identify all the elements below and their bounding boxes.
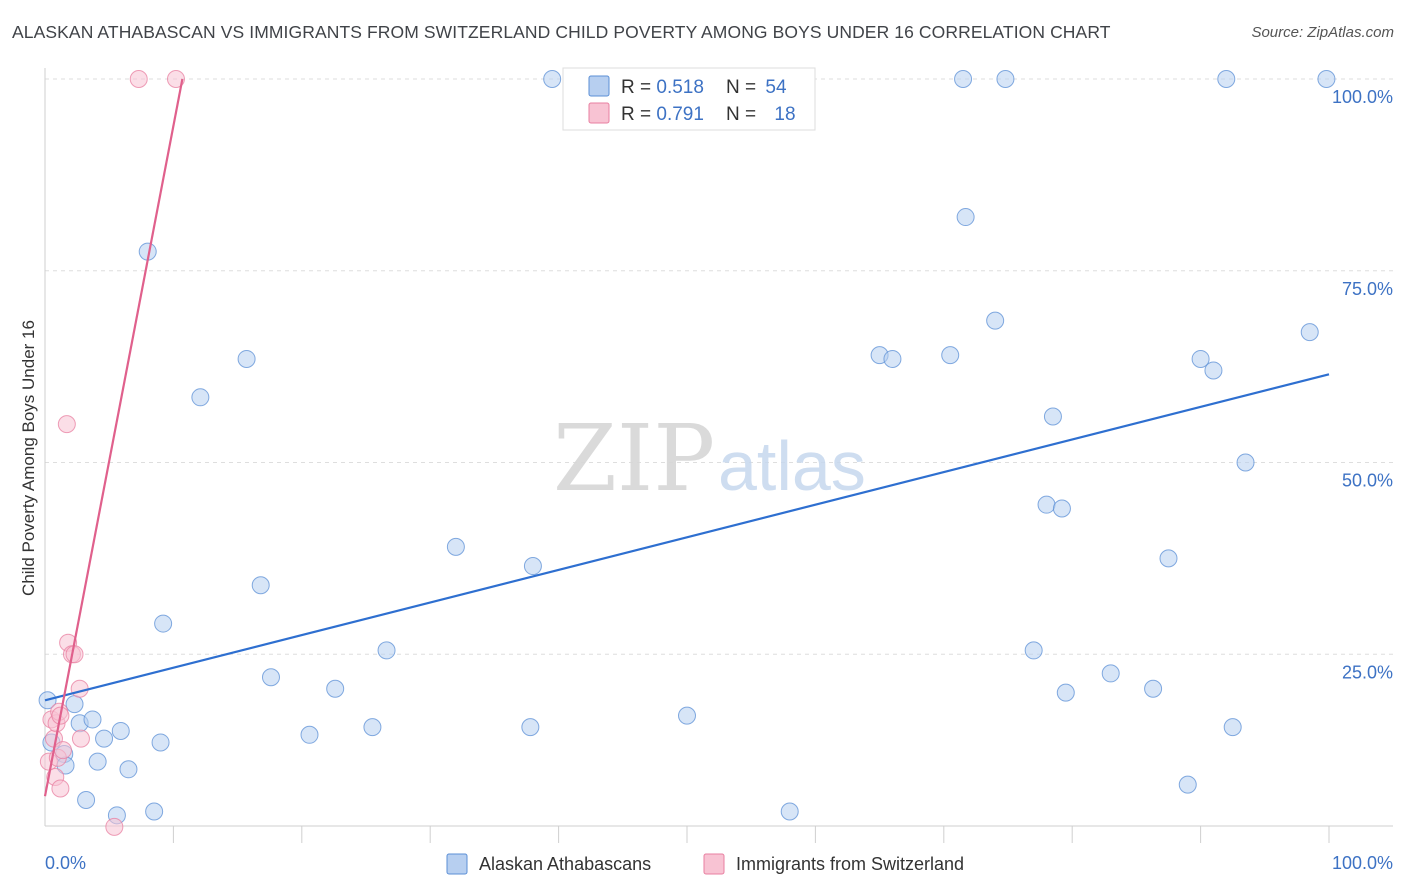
athabascan-point-8 <box>88 752 107 771</box>
athabascan-point-42 <box>1056 683 1075 702</box>
switzerland-point-14 <box>70 679 89 698</box>
y-tick-labels: 25.0% 50.0% 75.0% 100.0% <box>1332 87 1393 682</box>
athabascan-point-12 <box>119 760 138 779</box>
x-tick-marks <box>172 826 1330 843</box>
stats-n-value-switzerland: 18 <box>774 104 795 125</box>
athabascan-point-24 <box>377 641 396 660</box>
athabascan-point-20 <box>261 668 280 687</box>
athabascan-point-32 <box>883 349 902 368</box>
series-points <box>38 70 1336 836</box>
legend-swatch-athabascan <box>446 853 468 875</box>
y-tick-label-100: 100.0% <box>1332 87 1393 107</box>
gridlines <box>45 78 1393 655</box>
switzerland-point-9 <box>51 779 70 798</box>
athabascan-point-37 <box>996 70 1015 88</box>
athabascan-point-25 <box>446 537 465 556</box>
athabascan-point-48 <box>1204 361 1223 380</box>
athabascan-point-41 <box>1052 499 1071 518</box>
athabascan-point-47 <box>1191 349 1210 368</box>
athabascan-point-29 <box>678 706 696 725</box>
athabascan-point-35 <box>956 208 975 227</box>
stats-legend-swatch-switzerland <box>588 102 610 124</box>
stats-legend-row-athabascan: R = 0.518 <box>621 77 704 98</box>
stats-legend-row-switzerland: R = 0.791 <box>621 104 704 125</box>
stats-r-label-athabascan: R = <box>621 77 656 98</box>
athabascan-point-49 <box>1217 70 1236 88</box>
switzerland-point-8 <box>53 741 72 760</box>
switzerland-point-18 <box>166 70 185 88</box>
athabascan-point-39 <box>1037 495 1056 514</box>
athabascan-point-11 <box>111 721 130 740</box>
stats-r-label-switzerland: R = <box>621 104 656 125</box>
athabascan-point-26 <box>521 718 540 737</box>
stats-r-value-athabascan: 0.518 <box>656 77 704 98</box>
athabascan-point-28 <box>543 70 562 88</box>
athabascan-point-14 <box>145 802 164 821</box>
x-tick-label-max: 100.0% <box>1332 853 1393 873</box>
athabascan-point-22 <box>326 679 345 698</box>
stats-n-label-athabascan: N = <box>726 77 761 98</box>
athabascan-point-19 <box>251 576 270 595</box>
athabascan-point-34 <box>954 70 973 88</box>
athabascan-point-43 <box>1101 664 1120 683</box>
stats-r-value-switzerland: 0.791 <box>656 104 704 125</box>
watermark-zip: ZIP <box>553 405 715 512</box>
switzerland-point-13 <box>65 645 84 664</box>
trendline-switzerland <box>43 78 184 797</box>
athabascan-point-44 <box>1144 679 1163 698</box>
stats-n-label-switzerland: N = <box>726 104 761 125</box>
trendline-athabascan <box>44 373 1330 702</box>
athabascan-point-36 <box>986 311 1005 330</box>
athabascan-point-46 <box>1178 775 1197 794</box>
athabascan-point-27 <box>523 557 542 576</box>
athabascan-point-30 <box>780 802 799 821</box>
athabascan-point-4 <box>65 695 84 714</box>
switzerland-point-16 <box>105 817 124 836</box>
athabascan-point-52 <box>1300 323 1319 342</box>
legend-swatch-switzerland <box>703 853 725 875</box>
athabascan-point-51 <box>1236 453 1255 472</box>
stats-legend-swatch-athabascan <box>588 75 610 97</box>
athabascan-point-53 <box>1317 70 1336 88</box>
switzerland-point-17 <box>129 70 148 88</box>
series-legend: Alaskan Athabascans Immigrants from Swit… <box>446 853 964 875</box>
y-tick-label-75: 75.0% <box>1342 279 1393 299</box>
athabascan-point-50 <box>1223 718 1242 737</box>
athabascan-point-6 <box>77 790 96 809</box>
athabascan-point-18 <box>237 349 256 368</box>
athabascan-point-45 <box>1159 549 1178 568</box>
athabascan-point-21 <box>300 725 319 744</box>
watermark-atlas: atlas <box>718 427 866 505</box>
legend-label-athabascan: Alaskan Athabascans <box>479 854 651 874</box>
y-axis-label: Child Poverty Among Boys Under 16 <box>19 320 38 596</box>
athabascan-point-7 <box>83 710 102 729</box>
athabascan-point-38 <box>1024 641 1043 660</box>
trendlines <box>43 78 1330 797</box>
y-tick-label-25: 25.0% <box>1342 662 1393 682</box>
athabascan-point-15 <box>151 733 170 752</box>
athabascan-point-33 <box>941 346 960 365</box>
x-tick-label-min: 0.0% <box>45 853 86 873</box>
legend-label-switzerland: Immigrants from Switzerland <box>736 854 964 874</box>
switzerland-point-10 <box>57 415 76 434</box>
athabascan-point-17 <box>191 388 210 407</box>
stats-legend: R = 0.518 N = 54 R = 0.791 N = 18 <box>562 67 816 131</box>
athabascan-point-16 <box>154 614 173 633</box>
switzerland-point-15 <box>71 729 90 748</box>
athabascan-point-9 <box>95 729 114 748</box>
stats-legend-n-athabascan: N = 54 <box>726 77 787 98</box>
chart-title: ALASKAN ATHABASCAN VS IMMIGRANTS FROM SW… <box>12 22 1111 42</box>
source-label: Source: ZipAtlas.com <box>1251 24 1394 41</box>
stats-n-value-athabascan: 54 <box>765 77 787 98</box>
stats-legend-n-switzerland: N = 18 <box>726 104 796 125</box>
y-tick-label-50: 50.0% <box>1342 471 1393 491</box>
athabascan-point-40 <box>1043 407 1062 426</box>
athabascan-point-23 <box>363 718 382 737</box>
